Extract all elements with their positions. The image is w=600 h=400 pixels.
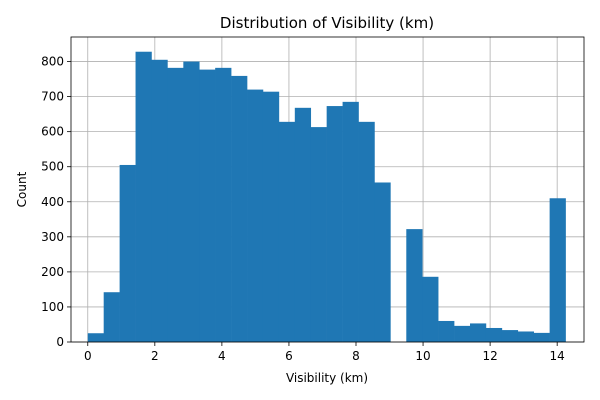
x-tick-label: 6 xyxy=(285,349,293,363)
y-axis-label: Count xyxy=(15,171,29,207)
histogram-bar xyxy=(103,292,120,342)
histogram-bar xyxy=(501,330,519,342)
histogram-bar xyxy=(294,107,312,342)
histogram-bar xyxy=(167,67,184,342)
y-tick-label: 400 xyxy=(41,195,64,209)
histogram-bar xyxy=(326,106,343,342)
histogram-bar xyxy=(517,331,535,342)
y-tick-label: 600 xyxy=(41,125,64,139)
x-tick-label: 2 xyxy=(151,349,159,363)
y-tick-label: 100 xyxy=(41,300,64,314)
histogram-bar xyxy=(422,276,439,342)
bars xyxy=(87,51,566,343)
y-tick-label: 300 xyxy=(41,230,64,244)
plot-frame xyxy=(70,36,585,343)
histogram-bar xyxy=(485,327,503,342)
y-tick-label: 0 xyxy=(56,335,64,349)
x-axis-ticks: 0 2 4 6 8 10 12 14 xyxy=(84,342,565,363)
histogram-bar xyxy=(358,121,375,342)
x-tick-label: 0 xyxy=(84,349,92,363)
y-tick-label: 200 xyxy=(41,265,64,279)
chart-title: Distribution of Visibility (km) xyxy=(220,14,434,32)
histogram-bar xyxy=(119,164,136,342)
x-tick-label: 10 xyxy=(415,349,430,363)
histogram-bar xyxy=(310,127,327,342)
histogram-bar xyxy=(549,198,566,342)
histogram-bar xyxy=(438,320,455,342)
x-tick-label: 8 xyxy=(352,349,360,363)
histogram-bar xyxy=(454,325,471,342)
y-axis-ticks: 0 100 200 300 400 500 600 700 800 xyxy=(41,55,71,349)
histogram-bar xyxy=(231,75,248,343)
x-tick-label: 12 xyxy=(482,349,497,363)
histogram-bar xyxy=(278,121,296,342)
x-tick-label: 14 xyxy=(550,349,565,363)
histogram-bar xyxy=(262,91,280,342)
y-tick-label: 700 xyxy=(41,90,64,104)
histogram-bar xyxy=(183,61,200,343)
histogram-bar xyxy=(215,67,232,342)
histogram-bar xyxy=(247,89,264,342)
histogram-bar xyxy=(151,59,168,343)
histogram-bar xyxy=(533,332,550,342)
x-axis-label: Visibility (km) xyxy=(286,371,368,385)
histogram-bar xyxy=(470,323,487,342)
histogram-bar xyxy=(342,101,359,342)
y-tick-label: 800 xyxy=(41,55,64,69)
histogram-bar xyxy=(199,69,216,342)
histogram-bar xyxy=(135,51,152,343)
histogram-bar xyxy=(374,182,391,342)
y-tick-label: 500 xyxy=(41,160,64,174)
x-tick-label: 4 xyxy=(218,349,226,363)
histogram-bar xyxy=(87,333,104,342)
histogram-bar xyxy=(406,229,423,342)
